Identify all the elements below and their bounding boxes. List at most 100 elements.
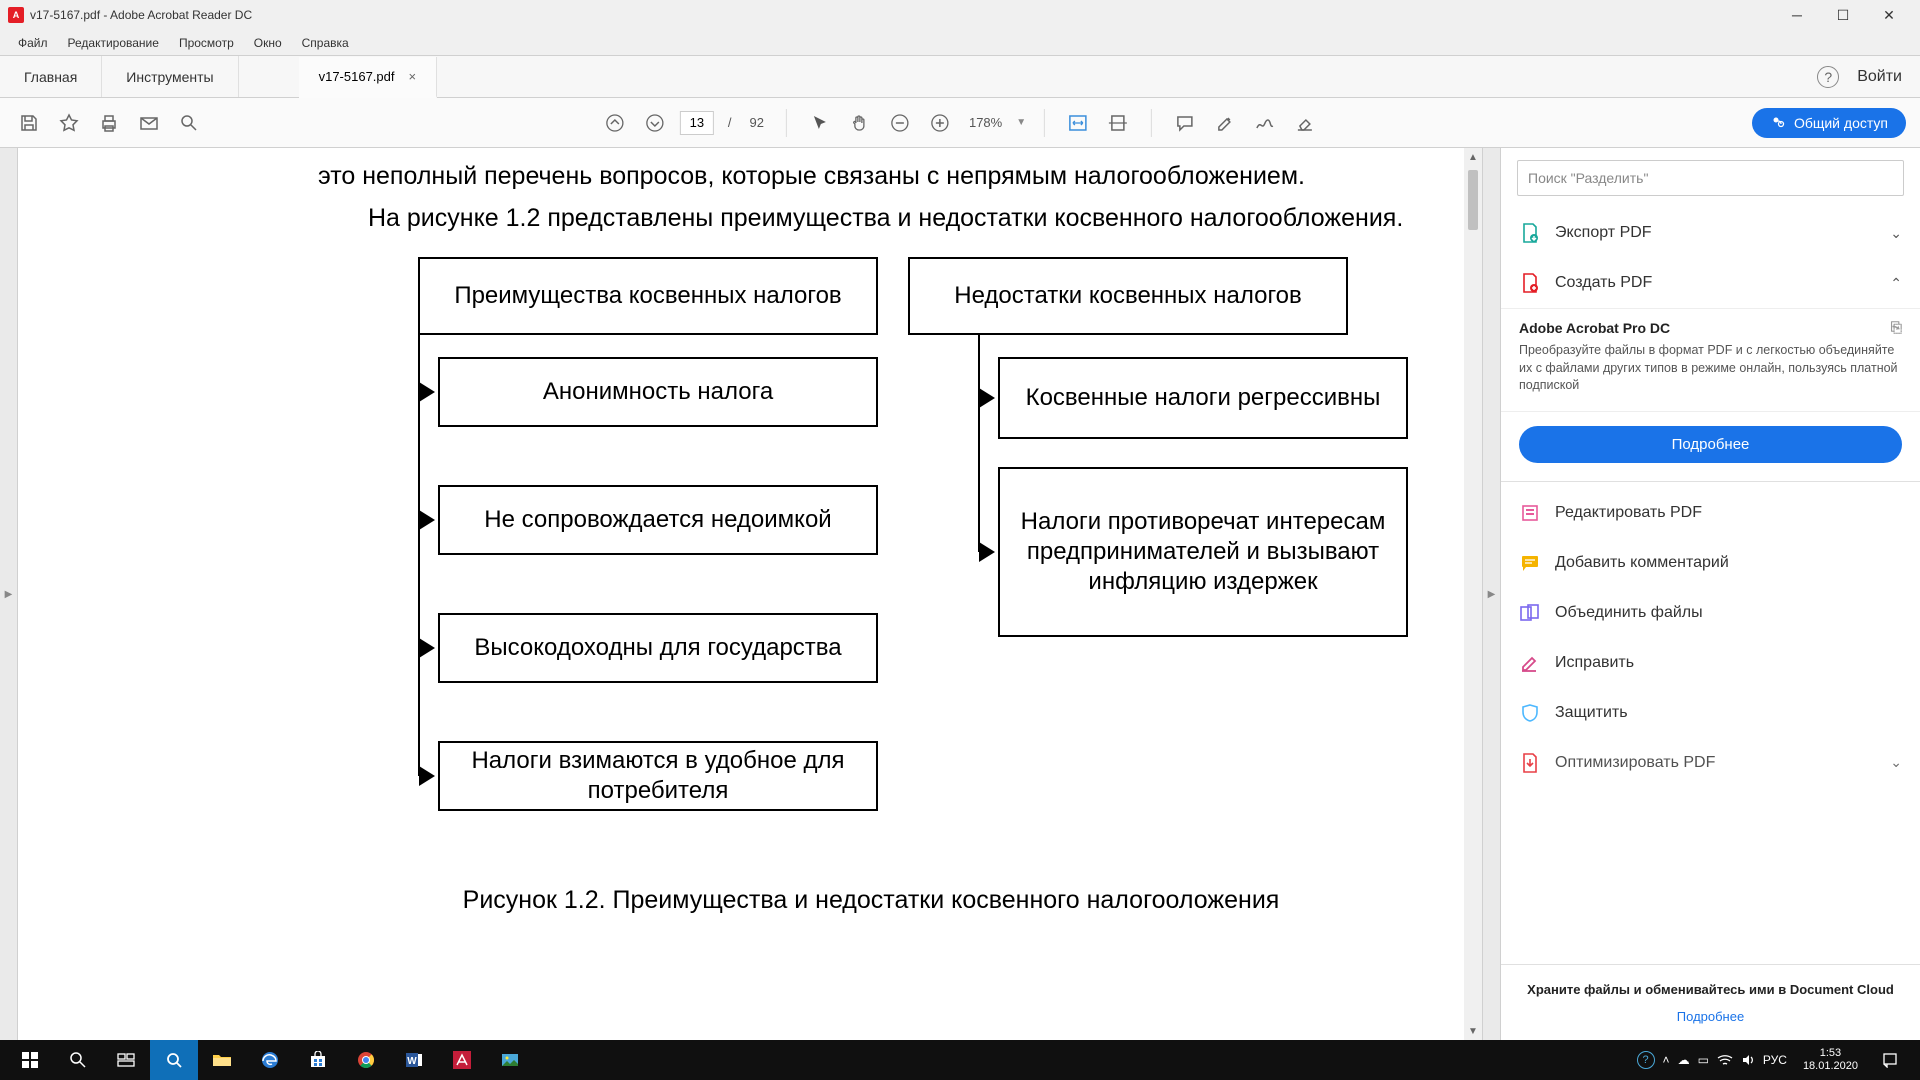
hand-icon[interactable] <box>845 108 875 138</box>
help-icon[interactable]: ? <box>1817 66 1839 88</box>
connector-line <box>978 335 980 552</box>
start-button[interactable] <box>6 1040 54 1080</box>
tray-language[interactable]: РУС <box>1763 1053 1787 1067</box>
chevron-down-icon: ⌄ <box>1890 225 1902 242</box>
document-viewport: это неполный перечень вопросов, которые … <box>18 148 1482 1040</box>
sidepanel-footer: Храните файлы и обменивайтесь ими в Docu… <box>1501 964 1920 1040</box>
footer-link[interactable]: Подробнее <box>1519 1009 1902 1024</box>
fit-width-icon[interactable] <box>1063 108 1093 138</box>
taskbar-app-word[interactable]: W <box>390 1040 438 1080</box>
menu-file[interactable]: Файл <box>8 33 58 53</box>
tool-row-4[interactable]: Защитить <box>1501 688 1920 738</box>
tool-label: Оптимизировать PDF <box>1555 754 1715 772</box>
notifications-icon[interactable] <box>1866 1040 1914 1080</box>
scroll-down-icon[interactable]: ▼ <box>1464 1022 1482 1040</box>
save-icon[interactable] <box>14 108 44 138</box>
scroll-up-icon[interactable]: ▲ <box>1464 148 1482 166</box>
tab-document[interactable]: v17-5167.pdf × <box>299 57 438 98</box>
close-button[interactable]: ✕ <box>1866 0 1912 30</box>
taskbar-search-icon[interactable] <box>54 1040 102 1080</box>
arrow-icon <box>419 766 435 786</box>
taskbar-app-store[interactable] <box>294 1040 342 1080</box>
page-separator: / <box>724 115 736 130</box>
left-rail-expand[interactable]: ▶ <box>0 148 18 1040</box>
share-button[interactable]: Общий доступ <box>1752 108 1906 138</box>
promo-more-button[interactable]: Подробнее <box>1519 426 1902 463</box>
main-area: ▶ это неполный перечень вопросов, которы… <box>0 148 1920 1040</box>
create-pdf-row[interactable]: Создать PDF ⌃ <box>1501 258 1920 308</box>
taskbar-app-abbyy[interactable] <box>438 1040 486 1080</box>
tool-row-2[interactable]: Объединить файлы <box>1501 588 1920 638</box>
window-controls: ─ ☐ ✕ <box>1774 0 1912 30</box>
maximize-button[interactable]: ☐ <box>1820 0 1866 30</box>
minimize-button[interactable]: ─ <box>1774 0 1820 30</box>
zoom-out-icon[interactable] <box>885 108 915 138</box>
sidepanel-search[interactable]: Поиск "Разделить" <box>1517 160 1904 196</box>
tool-row-5[interactable]: Оптимизировать PDF⌄ <box>1501 738 1920 780</box>
tool-label: Защитить <box>1555 704 1628 722</box>
fit-page-icon[interactable] <box>1103 108 1133 138</box>
diagram-header-right: Недостатки косвенных налогов <box>908 257 1348 335</box>
zoom-dropdown-icon[interactable]: ▼ <box>1016 117 1026 128</box>
tab-document-label: v17-5167.pdf <box>319 69 395 84</box>
tool-row-3[interactable]: Исправить <box>1501 638 1920 688</box>
taskbar-app-edge[interactable] <box>246 1040 294 1080</box>
diagram: Преимущества косвенных налоговНедостатки… <box>318 257 1348 877</box>
arrow-icon <box>419 638 435 658</box>
menu-edit[interactable]: Редактирование <box>58 33 169 53</box>
erase-icon[interactable] <box>1290 108 1320 138</box>
figure-caption: Рисунок 1.2. Преимущества и недостатки к… <box>318 883 1424 918</box>
menu-window[interactable]: Окно <box>244 33 292 53</box>
diagram-left-item-2: Высокодоходны для государства <box>438 613 878 683</box>
tool-row-1[interactable]: Добавить комментарий <box>1501 538 1920 588</box>
menu-help[interactable]: Справка <box>292 33 359 53</box>
promo-panel: Adobe Acrobat Pro DC ⎘ Преобразуйте файл… <box>1501 308 1920 412</box>
highlight-icon[interactable] <box>1210 108 1240 138</box>
tool-label: Добавить комментарий <box>1555 554 1729 572</box>
tray-cloud-icon[interactable]: ☁ <box>1678 1053 1690 1067</box>
export-pdf-icon <box>1519 222 1541 244</box>
export-pdf-label: Экспорт PDF <box>1555 224 1652 242</box>
page-up-icon[interactable] <box>600 108 630 138</box>
tab-tools[interactable]: Инструменты <box>102 56 238 97</box>
paragraph-1: это неполный перечень вопросов, которые … <box>318 158 1424 196</box>
tool-label: Редактировать PDF <box>1555 504 1702 522</box>
tray-wifi-icon[interactable] <box>1717 1054 1733 1066</box>
star-icon[interactable] <box>54 108 84 138</box>
tool-row-0[interactable]: Редактировать PDF <box>1501 488 1920 538</box>
tray-help-icon[interactable]: ? <box>1637 1051 1655 1069</box>
taskbar-app-image[interactable] <box>486 1040 534 1080</box>
taskbar-app-magnifier[interactable] <box>150 1040 198 1080</box>
comment-icon[interactable] <box>1170 108 1200 138</box>
zoom-in-icon[interactable] <box>925 108 955 138</box>
page-down-icon[interactable] <box>640 108 670 138</box>
mail-icon[interactable] <box>134 108 164 138</box>
tray-volume-icon[interactable] <box>1741 1053 1755 1067</box>
cursor-icon[interactable] <box>805 108 835 138</box>
taskbar-clock[interactable]: 1:53 18.01.2020 <box>1795 1047 1866 1073</box>
taskbar-app-chrome[interactable] <box>342 1040 390 1080</box>
tab-close-icon[interactable]: × <box>409 69 417 84</box>
tray-battery-icon[interactable]: ▭ <box>1698 1053 1709 1067</box>
menu-view[interactable]: Просмотр <box>169 33 244 53</box>
diagram-left-item-3: Налоги взимаются в удобное для потребите… <box>438 741 878 811</box>
vertical-scrollbar[interactable]: ▲ ▼ <box>1464 148 1482 1040</box>
share-icon <box>1770 115 1786 131</box>
search-icon[interactable] <box>174 108 204 138</box>
copy-icon[interactable]: ⎘ <box>1891 319 1902 336</box>
task-view-icon[interactable] <box>102 1040 150 1080</box>
sign-icon[interactable] <box>1250 108 1280 138</box>
scroll-thumb[interactable] <box>1468 170 1478 230</box>
system-tray[interactable]: ? ˄ ☁ ▭ РУС <box>1629 1051 1795 1069</box>
signin-button[interactable]: Войти <box>1857 68 1902 86</box>
page-number-input[interactable] <box>680 111 714 135</box>
right-rail-collapse[interactable]: ▶ <box>1482 148 1500 1040</box>
document-page: это неполный перечень вопросов, которые … <box>18 148 1464 1040</box>
tab-home[interactable]: Главная <box>0 56 102 97</box>
print-icon[interactable] <box>94 108 124 138</box>
taskbar-app-explorer[interactable] <box>198 1040 246 1080</box>
promo-text: Преобразуйте файлы в формат PDF и с легк… <box>1519 342 1902 395</box>
tray-chevron-icon[interactable]: ˄ <box>1663 1053 1670 1067</box>
export-pdf-row[interactable]: Экспорт PDF ⌄ <box>1501 208 1920 258</box>
diagram-left-item-1: Не сопровождается недоимкой <box>438 485 878 555</box>
